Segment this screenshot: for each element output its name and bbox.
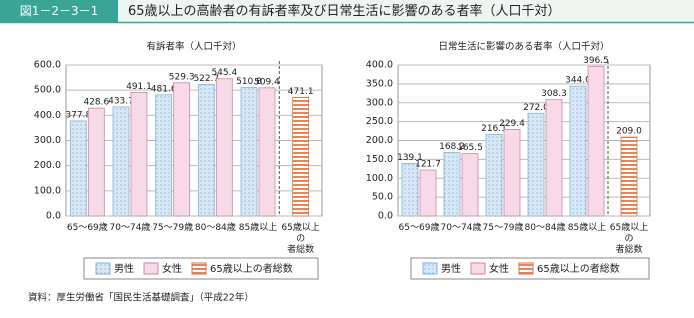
bar <box>401 163 419 217</box>
y-tick-label: 0.0 <box>378 211 393 222</box>
value-label: 216.1 <box>481 124 507 134</box>
legend-label: 女性 <box>162 262 182 275</box>
value-label: 139.1 <box>397 153 423 163</box>
header-label-box <box>0 0 118 22</box>
legend-swatch <box>422 262 438 275</box>
x-tick-label: 70～74歳 <box>109 223 151 233</box>
y-tick-label: 400.0 <box>366 60 393 71</box>
x-tick-label: 65～69歳 <box>398 223 440 233</box>
header-label: 図1－2－3－1 <box>20 4 99 18</box>
value-label: 529.3 <box>169 72 195 82</box>
value-label: 509.4 <box>254 77 280 87</box>
bar <box>69 120 87 217</box>
bar <box>620 136 638 217</box>
value-label: 522.7 <box>193 74 219 84</box>
x-tick-label: 70～74歳 <box>440 223 482 233</box>
legend-label: 女性 <box>489 262 509 275</box>
bar <box>569 85 587 217</box>
y-tick-label: 200.0 <box>366 135 393 146</box>
y-tick-label: 150.0 <box>366 154 393 165</box>
x-tick-label: 75～79歳 <box>152 223 194 233</box>
x-tick-label: 80～84歳 <box>194 223 236 233</box>
value-label: 377.8 <box>65 110 91 120</box>
x-tick-label: 65歳以上の 者総数 <box>281 223 320 255</box>
source: 資料：厚生労働省「国民生活基礎調査」（平成22年） <box>28 292 254 304</box>
value-label: 168.2 <box>439 142 465 152</box>
legend-swatch <box>95 262 111 275</box>
bar <box>87 107 105 217</box>
value-label: 209.0 <box>616 127 642 137</box>
y-tick-label: 250.0 <box>366 116 393 127</box>
value-label: 491.1 <box>126 82 152 92</box>
bar <box>527 112 545 217</box>
bar <box>485 134 503 217</box>
value-label: 428.6 <box>83 98 109 108</box>
value-label: 344.0 <box>565 76 591 86</box>
x-tick-label: 75～79歳 <box>482 223 524 233</box>
chart-title: 有訴者率（人口千対） <box>146 41 241 53</box>
legend-label: 男性 <box>114 262 134 275</box>
legend-swatch <box>470 262 486 275</box>
legend-swatch <box>191 262 207 275</box>
bar <box>240 87 258 217</box>
bar <box>215 78 233 217</box>
y-tick-label: 600.0 <box>34 60 61 71</box>
x-tick-label: 85歳以上 <box>567 223 607 233</box>
y-tick-label: 0.0 <box>46 211 61 222</box>
bar <box>130 92 148 217</box>
legend-label: 男性 <box>441 262 461 275</box>
value-label: 396.5 <box>583 56 609 66</box>
legend-label: 65歳以上の者総数 <box>210 262 293 275</box>
bar <box>292 97 310 217</box>
legend-swatch <box>143 262 159 275</box>
legend-label: 65歳以上の者総数 <box>537 262 620 275</box>
chart-title: 日常生活に影響のある者率（人口千対） <box>438 41 609 53</box>
bar <box>419 169 437 217</box>
x-tick-label: 65～69歳 <box>66 223 108 233</box>
y-tick-label: 300.0 <box>366 97 393 108</box>
y-tick-label: 400.0 <box>34 110 61 121</box>
value-label: 165.5 <box>457 143 483 153</box>
value-label: 121.7 <box>415 160 441 170</box>
y-tick-label: 300.0 <box>34 135 61 146</box>
bar <box>197 84 215 217</box>
x-tick-label: 80～84歳 <box>524 223 566 233</box>
header-band <box>0 0 694 22</box>
bar <box>461 153 479 217</box>
bar <box>545 99 563 217</box>
value-label: 433.7 <box>108 96 134 106</box>
y-tick-label: 100.0 <box>34 185 61 196</box>
y-tick-label: 350.0 <box>366 78 393 89</box>
value-label: 229.4 <box>499 119 525 129</box>
bar <box>443 152 461 217</box>
value-label: 308.3 <box>541 89 567 99</box>
value-label: 545.4 <box>211 68 237 78</box>
value-label: 510.8 <box>236 77 262 87</box>
x-tick-label: 65歳以上の 者総数 <box>609 223 649 255</box>
x-tick-label: 85歳以上 <box>238 223 278 233</box>
value-label: 272.0 <box>523 103 549 113</box>
bar <box>587 65 605 217</box>
y-tick-label: 500.0 <box>34 85 61 96</box>
bar <box>258 87 276 217</box>
bar <box>155 94 173 217</box>
bar <box>112 106 130 217</box>
y-tick-label: 100.0 <box>366 173 393 184</box>
legend-swatch <box>518 262 534 275</box>
value-label: 471.1 <box>288 87 314 97</box>
header-title: 65歳以上の高齢者の有訴者率及び日常生活に影響のある者率（人口千対） <box>128 3 561 19</box>
bar <box>503 129 521 217</box>
y-tick-label: 50.0 <box>372 192 393 203</box>
bar <box>173 82 191 217</box>
value-label: 481.6 <box>151 84 177 94</box>
y-tick-label: 200.0 <box>34 160 61 171</box>
